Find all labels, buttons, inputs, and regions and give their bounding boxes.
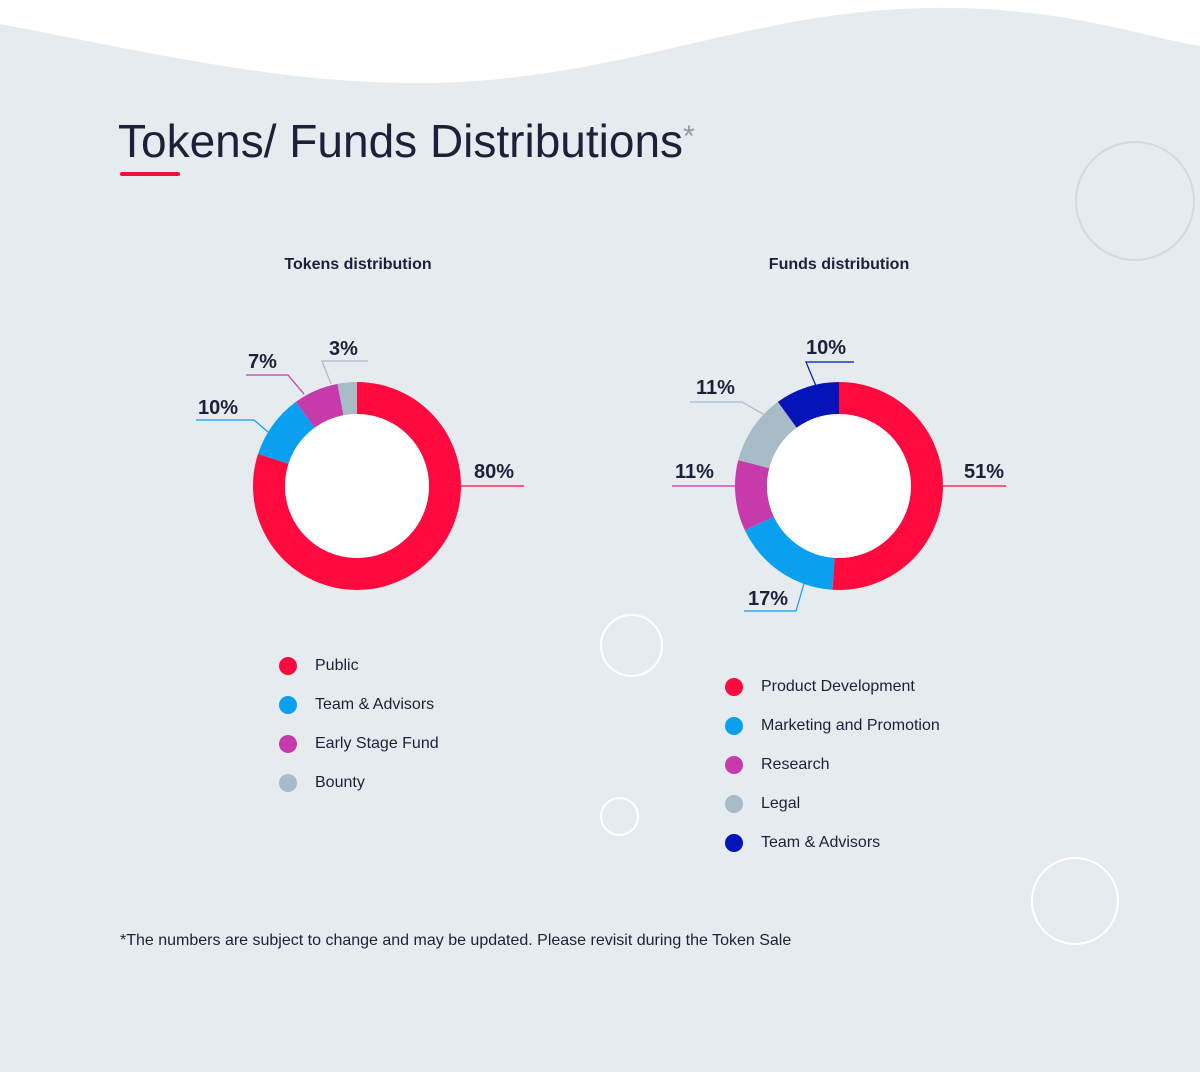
legend-swatch xyxy=(725,677,743,696)
legend-item: Team & Advisors xyxy=(725,823,940,862)
legend-label: Legal xyxy=(761,794,801,812)
donut-slice-research xyxy=(735,460,774,531)
legend-label: Marketing and Promotion xyxy=(761,716,940,734)
donut-slice-team-advisors xyxy=(258,401,315,464)
callout-line xyxy=(246,374,305,395)
decorative-circle xyxy=(1031,857,1119,945)
legend-item: Team & Advisors xyxy=(279,685,439,724)
legend-swatch xyxy=(725,755,743,774)
legend-swatch xyxy=(279,695,297,714)
legend-item: Legal xyxy=(725,784,940,823)
data-label: 11% xyxy=(696,377,735,399)
legend-swatch xyxy=(725,794,743,813)
callout-line xyxy=(805,361,854,387)
legend-item: Public xyxy=(279,646,439,685)
decorative-circle xyxy=(600,614,663,677)
data-label: 10% xyxy=(198,397,238,419)
legend-item: Early Stage Fund xyxy=(279,724,439,763)
donut-slice-marketing-and-promotion xyxy=(744,516,835,590)
legend-item: Product Development xyxy=(725,667,940,706)
legend-label: Research xyxy=(761,755,830,773)
legend-label: Public xyxy=(315,656,359,674)
donut-slice-bounty xyxy=(337,382,357,416)
funds-legend: Product Development Marketing and Promoti… xyxy=(725,667,940,862)
legend-swatch xyxy=(279,773,297,792)
donut-slice-team-advisors xyxy=(777,382,839,428)
tokens-donut-chart: 80% 10% 7% 3% xyxy=(196,338,524,591)
donut-hole xyxy=(767,414,911,558)
funds-chart-title: Funds distribution xyxy=(768,256,910,273)
legend-item: Bounty xyxy=(279,763,439,802)
donut-hole xyxy=(285,414,429,558)
legend-swatch xyxy=(279,734,297,753)
decorative-circle xyxy=(600,797,639,836)
donut-slice-early-stage-fund xyxy=(295,383,344,428)
title-underline xyxy=(120,172,180,176)
legend-item: Marketing and Promotion xyxy=(725,706,940,745)
legend-swatch xyxy=(279,656,297,675)
page-title-text: Tokens/ Funds Distributions xyxy=(118,115,684,167)
legend-swatch xyxy=(725,833,743,852)
data-label: 10% xyxy=(806,337,846,359)
tokens-legend: Public Team & Advisors Early Stage Fund Bou… xyxy=(279,646,439,802)
page-title: Tokens/ Funds Distributions* xyxy=(118,114,695,168)
data-label: 11% xyxy=(675,461,714,483)
callout-line xyxy=(690,401,771,419)
legend-label: Early Stage Fund xyxy=(315,734,439,752)
legend-label: Team & Advisors xyxy=(761,833,881,851)
data-label: 80% xyxy=(474,461,514,483)
data-label: 7% xyxy=(248,351,277,373)
footnote: *The numbers are subject to change and m… xyxy=(120,932,792,949)
legend-label: Bounty xyxy=(315,773,365,791)
legend-label: Team & Advisors xyxy=(315,695,435,713)
legend-swatch xyxy=(725,716,743,735)
tokens-chart-title: Tokens distribution xyxy=(284,256,432,273)
title-asterisk: * xyxy=(683,120,695,153)
callout-line xyxy=(744,579,806,612)
donut-slice-product-development xyxy=(832,382,944,590)
funds-donut-chart: 51% 17% 11% 11% 10% xyxy=(672,337,1006,612)
legend-label: Product Development xyxy=(761,677,915,695)
callout-line xyxy=(321,360,368,385)
donut-slice-legal xyxy=(738,401,797,469)
callout-line xyxy=(196,419,269,433)
data-label: 17% xyxy=(748,588,788,610)
donut-slice-public xyxy=(253,382,462,591)
top-wave-decoration xyxy=(0,0,1200,84)
data-label: 51% xyxy=(964,461,1004,483)
decorative-circle xyxy=(1075,141,1195,261)
data-label: 3% xyxy=(329,338,358,360)
legend-item: Research xyxy=(725,745,940,784)
